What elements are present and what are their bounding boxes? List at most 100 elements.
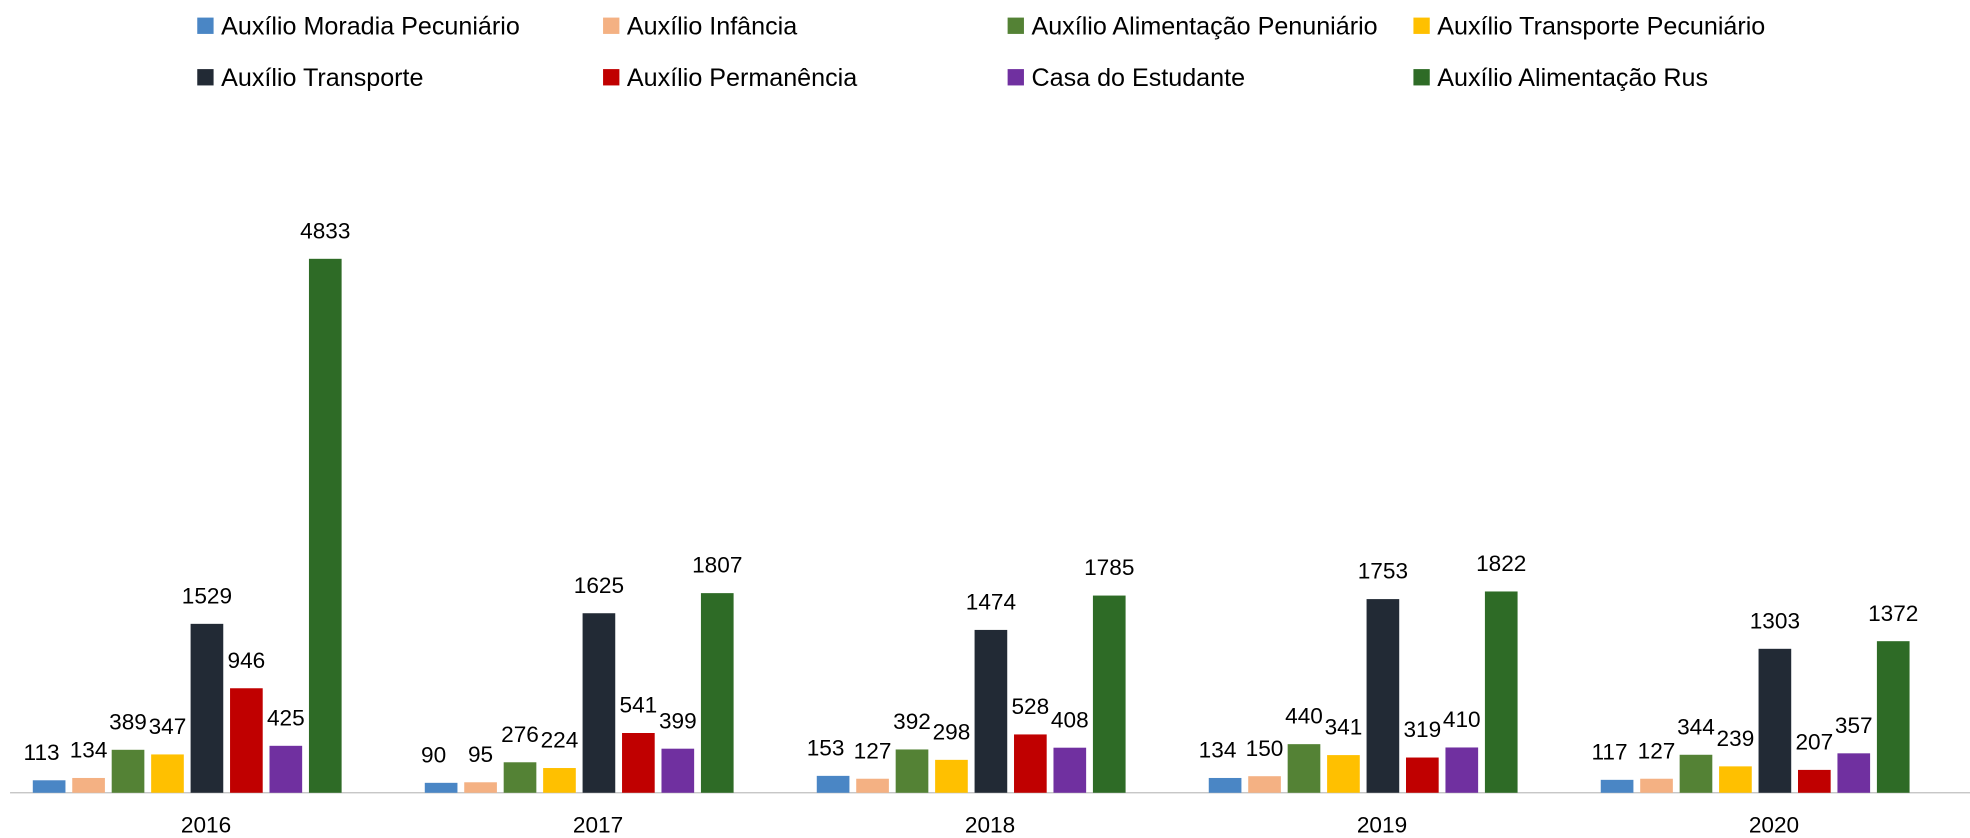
legend-swatch [603, 69, 620, 86]
data-label: 1474 [966, 590, 1016, 615]
data-label: 341 [1325, 715, 1363, 740]
bar [190, 623, 224, 793]
legend-label: Auxílio Transporte Pecuniário [1437, 12, 1765, 40]
legend-swatch [1007, 17, 1024, 34]
bar [1600, 779, 1634, 793]
bar [1758, 648, 1792, 793]
bar [1014, 734, 1047, 793]
data-label: 90 [421, 742, 446, 767]
bar [503, 762, 537, 793]
bar [1837, 753, 1871, 793]
bar [1640, 778, 1673, 793]
bar [464, 782, 497, 793]
data-label: 1822 [1476, 551, 1526, 576]
legend-label: Auxílio Infância [627, 12, 797, 40]
data-label: 224 [541, 728, 579, 753]
data-label: 150 [1246, 736, 1284, 761]
bar [111, 749, 145, 793]
x-tick-label: 2020 [1749, 813, 1799, 838]
data-label: 95 [468, 742, 493, 767]
bar [1876, 641, 1910, 793]
data-label: 276 [501, 722, 539, 747]
bar [856, 778, 889, 793]
data-label: 347 [149, 714, 187, 739]
data-label: 408 [1051, 707, 1089, 732]
legend-label: Auxílio Transporte [221, 64, 423, 92]
legend-swatch [603, 17, 620, 34]
bar [1327, 755, 1360, 793]
data-label: 113 [24, 740, 60, 765]
legend-label: Auxílio Alimentação Rus [1437, 64, 1708, 92]
x-tick-label: 2018 [965, 813, 1015, 838]
data-label: 153 [807, 735, 845, 760]
bar [151, 754, 184, 793]
legend-label: Auxílio Permanência [627, 64, 857, 92]
bar [230, 688, 263, 793]
bar [935, 759, 968, 793]
bar [1797, 769, 1831, 793]
bar [72, 777, 105, 793]
data-label: 1372 [1868, 601, 1918, 626]
bar [582, 613, 616, 793]
bar [1445, 747, 1479, 793]
data-label: 1807 [692, 553, 742, 578]
x-tick-label: 2017 [573, 813, 623, 838]
data-label: 298 [933, 719, 971, 744]
data-label: 357 [1835, 713, 1873, 738]
data-label: 1625 [574, 573, 624, 598]
bar [1366, 599, 1400, 793]
data-label: 4833 [300, 218, 350, 243]
bar [308, 258, 342, 793]
bar [269, 745, 303, 793]
data-label: 392 [893, 709, 931, 734]
bar [661, 748, 695, 793]
legend: Auxílio Moradia Pecuniário Auxílio Infânc… [197, 12, 1765, 92]
bar [895, 749, 929, 793]
data-label: 399 [659, 708, 697, 733]
data-label: 134 [1199, 738, 1237, 763]
x-tick-label: 2016 [181, 813, 231, 838]
bar [816, 775, 850, 793]
bar [1092, 595, 1126, 793]
bar [1484, 591, 1518, 793]
data-label: 389 [109, 709, 147, 734]
x-tick-label: 2019 [1357, 813, 1407, 838]
legend-swatch [197, 69, 214, 86]
bar [622, 733, 655, 793]
data-label: 207 [1795, 729, 1833, 754]
legend-swatch [1413, 69, 1430, 86]
bar [1248, 776, 1281, 793]
bar [424, 782, 458, 793]
legend-swatch [197, 17, 214, 34]
bar [1719, 766, 1752, 793]
data-label: 127 [1638, 738, 1676, 763]
legend-swatch [1413, 17, 1430, 34]
legend-label: Auxílio Alimentação Penuniário [1031, 12, 1377, 40]
legend-label: Auxílio Moradia Pecuniário [221, 12, 520, 40]
bar [1679, 754, 1713, 793]
data-label: 239 [1717, 726, 1755, 751]
bar [1053, 747, 1087, 793]
data-label: 528 [1011, 694, 1049, 719]
bar [700, 593, 734, 793]
bar [32, 780, 66, 793]
data-label: 1529 [182, 583, 232, 608]
bar [1208, 777, 1242, 793]
data-label: 1303 [1750, 608, 1800, 633]
bar [543, 768, 576, 793]
data-label: 946 [228, 648, 266, 673]
bar [974, 629, 1008, 793]
data-label: 541 [619, 693, 657, 718]
bar [1287, 744, 1321, 793]
legend-label: Casa do Estudante [1031, 64, 1245, 92]
data-label: 425 [267, 705, 305, 730]
data-label: 410 [1443, 707, 1481, 732]
data-label: 127 [854, 738, 892, 763]
data-label: 319 [1403, 717, 1441, 742]
legend-swatch [1007, 69, 1024, 86]
data-label: 1753 [1358, 559, 1408, 584]
data-label: 117 [1592, 739, 1628, 764]
data-label: 134 [70, 738, 108, 763]
data-label: 1785 [1084, 555, 1134, 580]
